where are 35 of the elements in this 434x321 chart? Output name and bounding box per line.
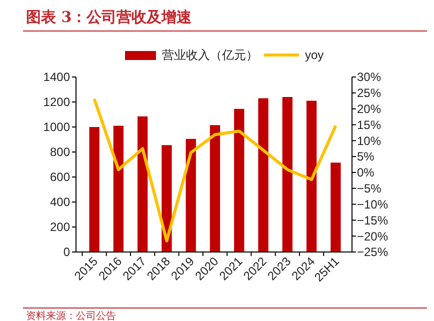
y-tick-label: 800 [50,145,70,160]
bar [282,97,292,252]
y-tick-label: 1400 [43,70,70,84]
y-tick-label: 0 [63,245,70,260]
bar [186,138,196,252]
y2-tick-label: −25% [357,245,388,260]
bar [258,98,268,252]
y2-tick-label: −5% [357,182,382,196]
text: 资料来源：公司公告 [26,310,116,321]
bar [113,126,124,252]
bar [89,127,100,252]
bar [330,162,341,252]
y-tick-label: 1000 [43,120,70,134]
y-tick-label: 200 [50,220,70,234]
y2-tick-label: 15% [357,118,382,132]
y-tick-label: 600 [50,170,70,184]
y-tick-label: 400 [50,195,70,210]
y-tick-label: 1200 [43,95,70,110]
y2-tick-label: 0% [357,166,375,180]
y2-tick-label: −10% [357,197,388,212]
legend-label: yoy [305,48,324,62]
y2-tick-label: 20% [357,102,382,116]
y2-tick-label: 30% [357,70,382,84]
bar [210,125,220,252]
y2-tick-label: −20% [357,229,388,244]
bar [234,108,244,252]
legend-label: 营业收入（亿元） [162,48,258,62]
bar [306,100,317,252]
y2-tick-label: 10% [357,134,382,148]
y2-tick-label: −15% [357,213,388,228]
chart-title: 图表 3：公司营收及增速 [26,8,193,26]
line-series [92,97,338,242]
y2-tick-label: 25% [357,86,382,100]
bar [138,116,148,252]
y2-tick-label: 5% [357,150,375,164]
